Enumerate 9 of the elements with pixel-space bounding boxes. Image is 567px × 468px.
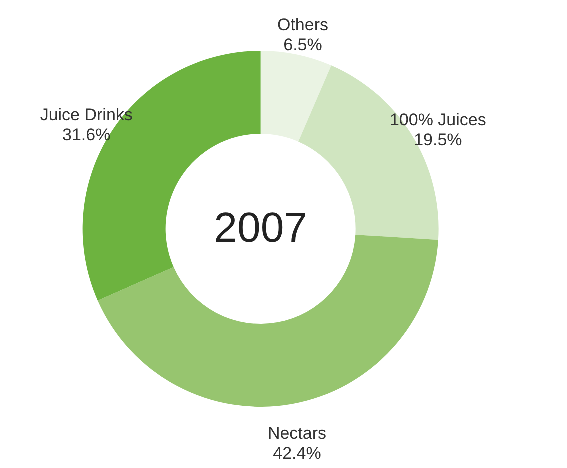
slice-label: Nectars — [268, 424, 327, 443]
data-label: 31.6% — [62, 125, 111, 144]
data-label: 6.5% — [284, 35, 322, 54]
slice-label: 100% Juices — [390, 110, 486, 130]
data-label: 42.4% — [273, 444, 322, 463]
data-label: 19.5% — [414, 130, 462, 150]
text: 2007 — [214, 204, 308, 251]
donut-slice — [260, 51, 332, 142]
slice-label: Others — [277, 15, 329, 34]
